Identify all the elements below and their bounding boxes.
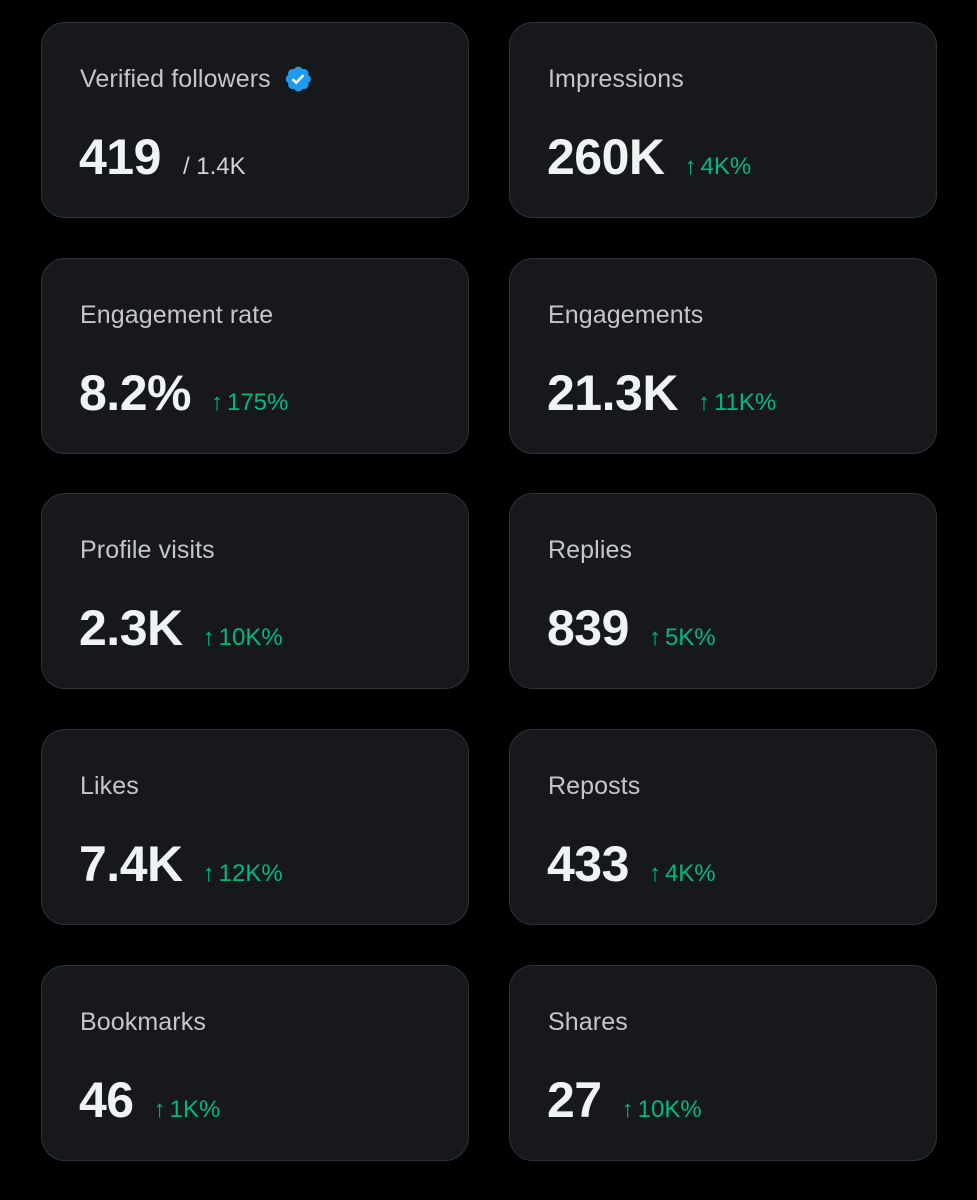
- metric-change: ↑ 10K%: [203, 624, 283, 652]
- arrow-up-icon: ↑: [202, 624, 215, 651]
- metric-card-reposts[interactable]: Reposts 433 ↑ 4K%: [509, 729, 937, 925]
- arrow-up-icon: ↑: [697, 389, 710, 416]
- metric-label: Shares: [548, 1008, 628, 1036]
- metric-value-row: 260K ↑ 4K%: [547, 127, 751, 187]
- metric-change: ↑ 1K%: [154, 1096, 221, 1124]
- metric-card-shares[interactable]: Shares 27 ↑ 10K%: [509, 965, 937, 1161]
- metric-value: 7.4K: [79, 836, 183, 892]
- metric-card-bookmarks[interactable]: Bookmarks 46 ↑ 1K%: [41, 965, 469, 1161]
- arrow-up-icon: ↑: [621, 1096, 634, 1123]
- metric-change-value: 175%: [226, 389, 289, 416]
- metric-value-row: 839 ↑ 5K%: [547, 598, 716, 658]
- metric-change: ↑ 4K%: [649, 860, 716, 888]
- metric-label-row: Bookmarks: [80, 1006, 206, 1038]
- metric-label-row: Verified followers: [80, 63, 313, 95]
- metric-card-engagement-rate[interactable]: Engagement rate 8.2% ↑ 175%: [41, 258, 469, 454]
- metric-value: 27: [547, 1072, 602, 1128]
- metric-value-row: 2.3K ↑ 10K%: [79, 598, 283, 658]
- arrow-up-icon: ↑: [153, 1096, 166, 1123]
- metric-label-row: Replies: [548, 534, 632, 566]
- metric-label: Replies: [548, 536, 633, 564]
- metric-label: Bookmarks: [80, 1008, 206, 1036]
- metric-value: 46: [79, 1072, 134, 1128]
- metric-label-row: Reposts: [548, 770, 640, 802]
- metric-change-value: 10K%: [637, 1096, 702, 1123]
- metric-value-row: 419 / 1.4K: [79, 127, 246, 187]
- metric-value: 839: [547, 600, 629, 656]
- metric-change: ↑ 10K%: [622, 1096, 702, 1124]
- metric-label: Impressions: [548, 65, 684, 93]
- arrow-up-icon: ↑: [202, 860, 215, 887]
- metric-change-value: 10K%: [218, 624, 283, 651]
- arrow-up-icon: ↑: [684, 153, 697, 180]
- metric-value-row: 27 ↑ 10K%: [547, 1070, 702, 1130]
- metric-value: 8.2%: [79, 365, 191, 421]
- metric-value: 419: [79, 129, 161, 185]
- verified-badge-icon: [285, 66, 311, 92]
- metric-total: / 1.4K: [182, 153, 246, 180]
- metric-change: ↑ 175%: [211, 389, 288, 417]
- metric-value-row: 21.3K ↑ 11K%: [547, 363, 776, 423]
- metric-label: Likes: [80, 772, 139, 800]
- metric-change: ↑ 12K%: [203, 860, 283, 888]
- metric-change-value: 11K%: [713, 389, 777, 416]
- metric-label-row: Engagement rate: [80, 299, 273, 331]
- arrow-up-icon: ↑: [648, 860, 661, 887]
- metric-value: 2.3K: [79, 600, 183, 656]
- metric-card-profile-visits[interactable]: Profile visits 2.3K ↑ 10K%: [41, 493, 469, 689]
- metric-label-row: Profile visits: [80, 534, 215, 566]
- metric-label-row: Shares: [548, 1006, 628, 1038]
- metric-change: ↑ 5K%: [649, 624, 716, 652]
- metric-value: 433: [547, 836, 629, 892]
- metric-label: Profile visits: [80, 536, 215, 564]
- metric-change: ↑ 11K%: [698, 389, 776, 417]
- metric-change-value: 1K%: [169, 1096, 221, 1123]
- metric-card-replies[interactable]: Replies 839 ↑ 5K%: [509, 493, 937, 689]
- metric-card-likes[interactable]: Likes 7.4K ↑ 12K%: [41, 729, 469, 925]
- metric-label: Verified followers: [80, 65, 271, 93]
- metric-value-row: 433 ↑ 4K%: [547, 834, 716, 894]
- metric-value-row: 8.2% ↑ 175%: [79, 363, 288, 423]
- metric-change-value: 5K%: [664, 624, 716, 651]
- arrow-up-icon: ↑: [648, 624, 661, 651]
- metric-card-engagements[interactable]: Engagements 21.3K ↑ 11K%: [509, 258, 937, 454]
- metric-change-value: 12K%: [218, 860, 283, 887]
- metric-label: Engagements: [548, 301, 704, 329]
- metric-label-row: Engagements: [548, 299, 703, 331]
- metric-card-impressions[interactable]: Impressions 260K ↑ 4K%: [509, 22, 937, 218]
- metric-value: 21.3K: [547, 365, 678, 421]
- arrow-up-icon: ↑: [210, 389, 223, 416]
- metric-value: 260K: [547, 129, 665, 185]
- metric-value-row: 7.4K ↑ 12K%: [79, 834, 283, 894]
- metric-change-value: 4K%: [664, 860, 716, 887]
- metric-value-row: 46 ↑ 1K%: [79, 1070, 220, 1130]
- metric-label-row: Likes: [80, 770, 139, 802]
- metric-label-row: Impressions: [548, 63, 684, 95]
- metric-label: Engagement rate: [80, 301, 274, 329]
- metric-label: Reposts: [548, 772, 641, 800]
- metric-change: ↑ 4K%: [685, 153, 752, 181]
- metric-change-value: 4K%: [700, 153, 752, 180]
- metric-card-verified-followers[interactable]: Verified followers 419 / 1.4K: [41, 22, 469, 218]
